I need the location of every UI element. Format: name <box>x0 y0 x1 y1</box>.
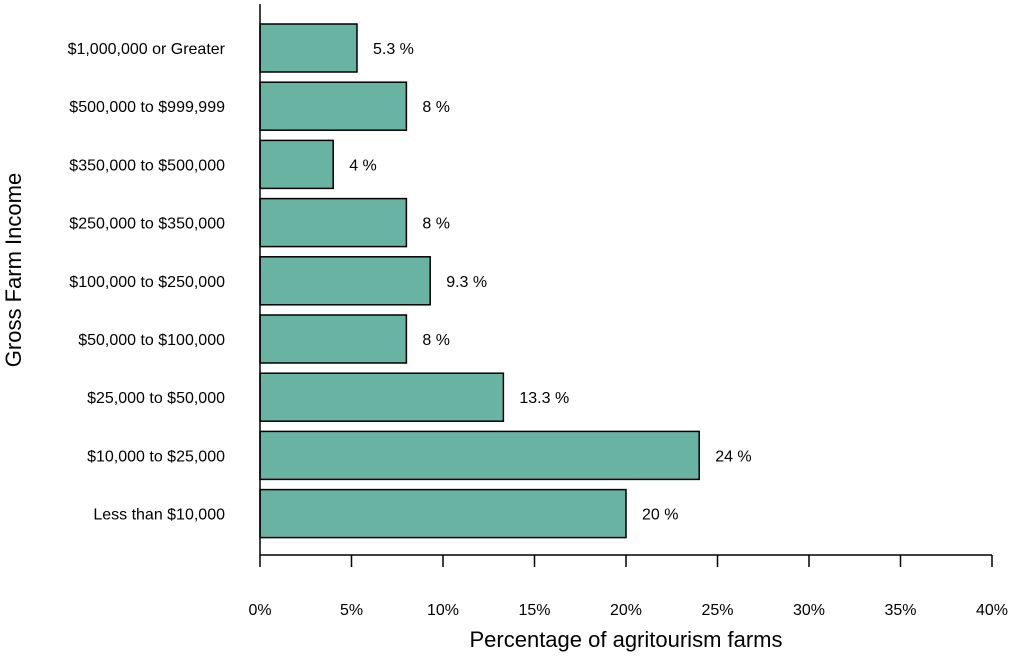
bar-data-label: 4 % <box>349 157 377 174</box>
x-axis-title: Percentage of agritourism farms <box>469 627 782 652</box>
x-tick-label: 20% <box>610 602 642 619</box>
bar <box>259 139 334 190</box>
bar <box>259 430 700 481</box>
x-tick-label: 25% <box>701 602 733 619</box>
category-label: $25,000 to $50,000 <box>87 390 225 407</box>
x-tick-label: 0% <box>248 602 271 619</box>
bar-data-label: 5.3 % <box>373 41 414 58</box>
x-tick-label: 10% <box>427 602 459 619</box>
bar-data-label: 8 % <box>422 216 450 233</box>
x-axis-ticks: 0% 5% 10% 15% 20% 25% 30% 35% 40% <box>248 555 1008 619</box>
data-labels: 5.3 % 8 % 4 % 8 % 9.3 % 8 % 13.3 % 24 % 20 % <box>349 41 751 524</box>
bar-data-label: 20 % <box>642 507 678 524</box>
category-label: $1,000,000 or Greater <box>68 41 226 58</box>
category-label: $10,000 to $25,000 <box>87 448 225 465</box>
y-axis-title: Gross Farm Income <box>1 173 26 367</box>
x-tick-label: 30% <box>793 602 825 619</box>
category-label: $250,000 to $350,000 <box>69 216 225 233</box>
x-tick-label: 35% <box>884 602 916 619</box>
category-label: $50,000 to $100,000 <box>78 332 225 349</box>
bar-data-label: 8 % <box>422 99 450 116</box>
bar-data-label: 9.3 % <box>446 274 487 291</box>
bar <box>259 372 505 422</box>
bar <box>259 81 408 131</box>
bar-data-label: 8 % <box>422 332 450 349</box>
category-label: $350,000 to $500,000 <box>69 157 225 174</box>
category-label: Less than $10,000 <box>93 507 225 524</box>
category-labels: $1,000,000 or Greater $500,000 to $999,99… <box>68 41 226 524</box>
bar <box>259 314 408 364</box>
x-tick-label: 5% <box>340 602 363 619</box>
bars <box>259 23 700 539</box>
bar <box>259 197 408 248</box>
bar <box>259 23 358 73</box>
bar-data-label: 13.3 % <box>519 390 569 407</box>
category-label: $100,000 to $250,000 <box>69 274 225 291</box>
x-tick-label: 15% <box>518 602 550 619</box>
x-tick-label: 40% <box>976 602 1008 619</box>
bar-data-label: 24 % <box>715 448 751 465</box>
bar <box>259 256 431 306</box>
category-label: $500,000 to $999,999 <box>69 99 225 116</box>
bar <box>259 488 627 539</box>
